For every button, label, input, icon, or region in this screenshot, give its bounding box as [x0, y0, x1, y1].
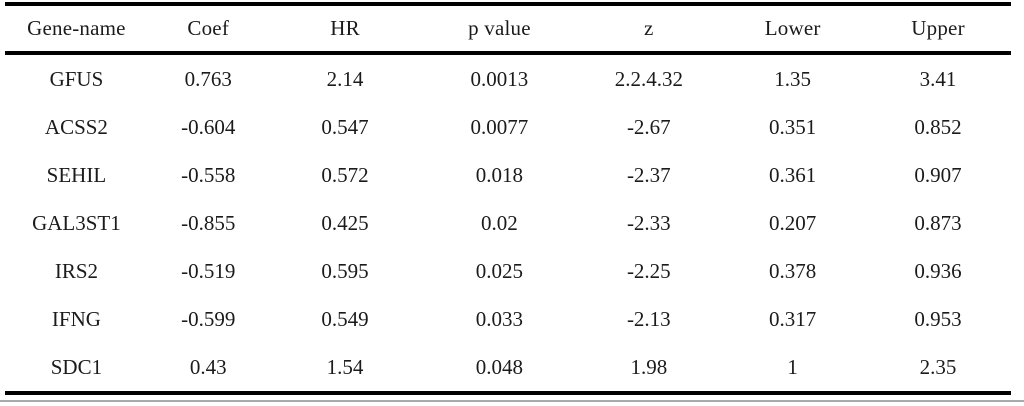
gene-name-cell: SDC1 [50, 354, 103, 379]
table-header-row: Gene-name Coef HR p value z Lower Upper [5, 4, 1011, 53]
column-header-gene-name: Gene-name [27, 16, 126, 40]
table-row-sehil: SEHIL -0.558 0.572 0.018 -2.37 0.361 0.907 [5, 151, 1011, 199]
value-cell: 0.0013 [470, 66, 529, 91]
value-cell: 0.048 [475, 354, 524, 379]
value-cell: -0.599 [181, 306, 236, 331]
value-cell: 1.35 [774, 66, 812, 91]
table-row-irs2: IRS2 -0.519 0.595 0.025 -2.25 0.378 0.936 [5, 247, 1011, 295]
table-row-acss2: ACSS2 -0.604 0.547 0.0077 -2.67 0.351 0.852 [5, 103, 1011, 151]
column-header-lower: Lower [764, 16, 821, 40]
column-header-coef: Coef [187, 16, 230, 40]
cox-regression-gene-table: Gene-name Coef HR p value z Lower Upper GFUS 0.… [5, 2, 1011, 395]
value-cell: 0.02 [481, 210, 518, 235]
gene-name-cell: ACSS2 [44, 114, 108, 139]
value-cell: 1 [787, 354, 798, 379]
value-cell: 2.35 [919, 354, 957, 379]
value-cell: 0.549 [321, 306, 369, 331]
gene-name-cell: GFUS [49, 66, 104, 91]
value-cell: 0.852 [914, 114, 962, 139]
value-cell: 0.873 [914, 210, 962, 235]
gene-name-cell: IFNG [51, 306, 101, 331]
value-cell: -0.855 [181, 210, 236, 235]
value-cell: 2.14 [326, 66, 364, 91]
column-header-hr: HR [330, 16, 360, 40]
value-cell: 0.936 [914, 258, 962, 283]
value-cell: -2.37 [626, 162, 671, 187]
value-cell: 0.033 [475, 306, 524, 331]
table-row-gfus: GFUS 0.763 2.14 0.0013 2.2.4.32 1.35 3.41 [5, 53, 1011, 103]
table-container: Gene-name Coef HR p value z Lower Upper GFUS 0.… [5, 2, 1011, 395]
table-row-gal3st1: GAL3ST1 -0.855 0.425 0.02 -2.33 0.207 0.873 [5, 199, 1011, 247]
value-cell: -0.519 [181, 258, 236, 283]
value-cell: 0.361 [769, 162, 817, 187]
value-cell: 2.2.4.32 [614, 66, 683, 91]
value-cell: 0.763 [184, 66, 232, 91]
value-cell: 0.572 [321, 162, 369, 187]
value-cell: 0.43 [189, 354, 227, 379]
value-cell: 0.425 [321, 210, 369, 235]
value-cell: 0.378 [769, 258, 817, 283]
gene-name-cell: GAL3ST1 [32, 210, 121, 235]
value-cell: -2.25 [626, 258, 671, 283]
gene-name-cell: IRS2 [54, 258, 99, 283]
value-cell: 0.025 [475, 258, 524, 283]
value-cell: 1.98 [630, 354, 668, 379]
column-header-z: z [644, 16, 654, 40]
value-cell: 0.351 [769, 114, 817, 139]
value-cell: 0.018 [475, 162, 524, 187]
column-header-p-value: p value [468, 16, 531, 40]
bottom-thin-rule [0, 400, 1024, 402]
value-cell: 3.41 [919, 66, 957, 91]
value-cell: 0.595 [321, 258, 369, 283]
value-cell: -2.33 [626, 210, 671, 235]
value-cell: -0.604 [181, 114, 236, 139]
column-header-upper: Upper [911, 16, 965, 40]
value-cell: 0.0077 [470, 114, 529, 139]
value-cell: -0.558 [181, 162, 236, 187]
value-cell: 0.547 [321, 114, 369, 139]
value-cell: 1.54 [326, 354, 364, 379]
table-row-ifng: IFNG -0.599 0.549 0.033 -2.13 0.317 0.953 [5, 295, 1011, 343]
value-cell: 0.907 [914, 162, 962, 187]
table-body: GFUS 0.763 2.14 0.0013 2.2.4.32 1.35 3.41 ACSS2… [5, 53, 1011, 393]
gene-name-cell: SEHIL [46, 162, 107, 187]
table-header: Gene-name Coef HR p value z Lower Upper [5, 4, 1011, 53]
value-cell: 0.317 [769, 306, 817, 331]
value-cell: -2.67 [626, 114, 671, 139]
value-cell: 0.953 [914, 306, 962, 331]
value-cell: 0.207 [769, 210, 817, 235]
value-cell: -2.13 [626, 306, 671, 331]
table-row-sdc1: SDC1 0.43 1.54 0.048 1.98 1 2.35 [5, 343, 1011, 393]
